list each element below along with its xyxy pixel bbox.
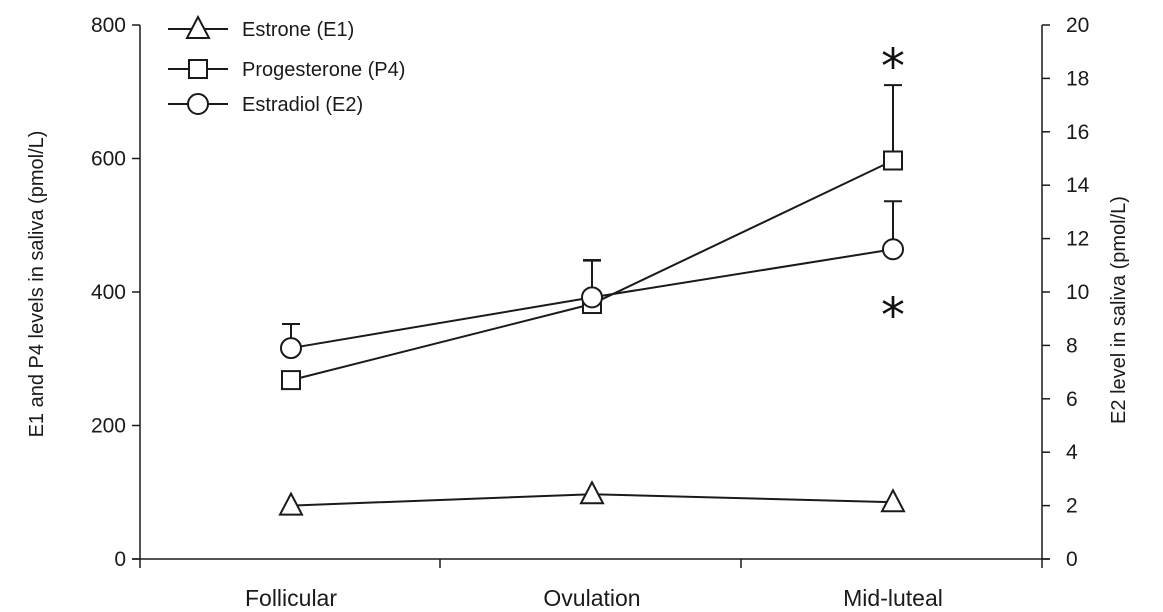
data-point-square [281,370,301,391]
significance-asterisk: * [881,288,905,344]
right-y-tick-label: 0 [1066,548,1078,571]
data-point-circle [882,238,904,261]
data-point-circle [581,286,603,309]
data-point-circle [280,337,302,360]
legend-item: Estradiol (E2) [168,93,363,116]
series-markers-triangle [278,480,906,516]
legend-item: Estrone (E1) [168,14,354,41]
left-y-axis-title: E1 and P4 levels in saliva (pmol/L) [26,131,48,438]
annotations: ** [881,39,905,344]
legend-label: Estradiol (E2) [242,94,363,116]
right-y-tick-label: 16 [1066,121,1089,144]
right-y-tick-label: 2 [1066,495,1078,518]
axes: 0 200 400 600 800 0 2 4 6 8 10 12 14 16 18 20 Follicular… [26,14,1130,611]
x-category-label: Follicular [245,585,337,611]
significance-asterisk: * [881,39,905,95]
legend: Estrone (E1) Progesterone (P4) Estradiol (… [168,14,405,116]
data-point-triangle [880,488,906,513]
right-y-tick-label: 18 [1066,67,1089,90]
left-y-tick-label: 0 [114,548,126,571]
right-y-tick-label: 8 [1066,334,1078,357]
data-point-triangle [579,480,605,505]
left-y-tick-label: 400 [91,281,126,304]
legend-marker-square [188,59,208,79]
left-y-tick-label: 800 [91,14,126,37]
data-point-triangle [278,491,304,516]
right-y-tick-label: 14 [1066,174,1090,197]
legend-marker-circle [187,93,209,115]
right-y-tick-label: 4 [1066,441,1078,464]
right-y-tick-label: 10 [1066,281,1089,304]
right-y-axis-title: E2 level in saliva (pmol/L) [1108,196,1130,424]
series-layer [278,84,906,516]
legend-marker-triangle [185,14,211,39]
series-circle [282,200,902,350]
right-y-tick-label: 12 [1066,228,1089,251]
right-y-tick-label: 20 [1066,14,1089,37]
series-markers-circle [280,238,904,360]
right-y-tick-label: 6 [1066,388,1078,411]
data-point-square [883,150,903,171]
series-square [290,84,902,382]
left-y-tick-label: 600 [91,148,126,171]
x-category-label: Mid-luteal [843,585,943,611]
x-category-label: Ovulation [543,585,640,611]
left-y-tick-label: 200 [91,415,126,438]
legend-item: Progesterone (P4) [168,59,405,81]
legend-label: Progesterone (P4) [242,59,405,81]
legend-label: Estrone (E1) [242,19,354,41]
